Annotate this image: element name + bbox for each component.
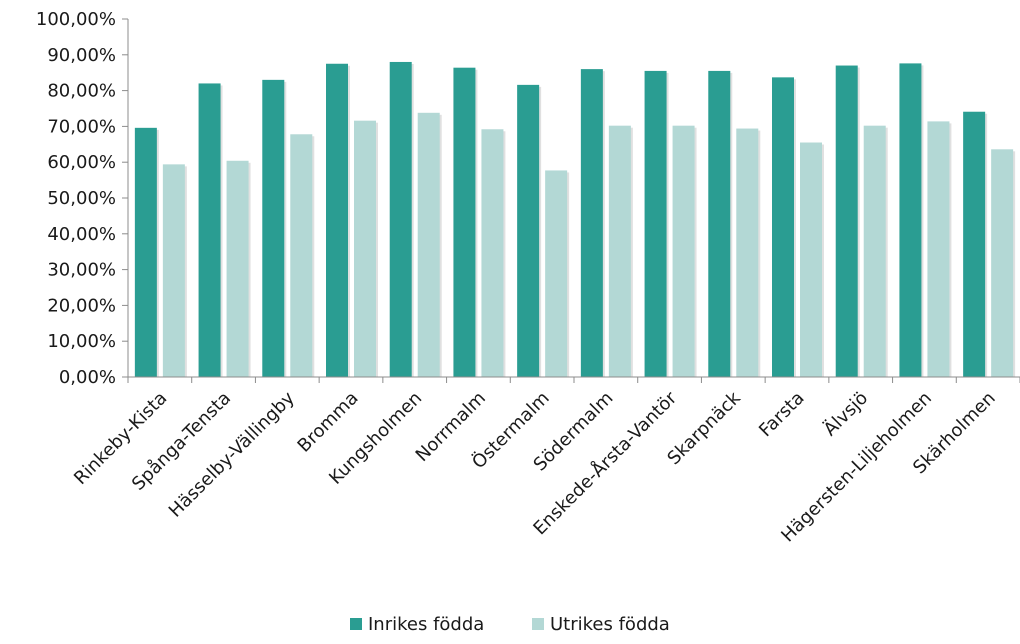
x-category-label: Hässelby-Vällingby [165,387,299,521]
y-tick-label: 20,00% [47,295,116,316]
y-tick-label: 0,00% [59,367,116,388]
y-tick-label: 60,00% [47,152,116,173]
bar-utrikes [417,112,440,378]
y-axis: 0,00% 10,00% 20,00% 30,00% 40,00% 50,00% 60,00… [36,9,129,388]
bar-inrikes [134,127,157,377]
bars [134,61,1016,378]
bar-utrikes [481,129,504,377]
bar-utrikes [672,125,695,378]
bar-utrikes [354,120,376,377]
y-tick-label: 30,00% [47,260,116,281]
legend-label: Inrikes födda [368,614,484,635]
bar-utrikes [162,164,185,377]
bar-inrikes [326,63,348,377]
bar-utrikes [800,142,822,377]
bar-inrikes [198,83,221,377]
bar-inrikes [517,84,540,377]
bar-inrikes [772,77,794,377]
bar-inrikes [389,61,412,378]
x-category-label: Älvsjö [820,388,873,441]
bar-utrikes [927,121,950,377]
y-tick-label: 70,00% [47,116,116,137]
legend-swatch [532,618,544,630]
bar-utrikes [226,160,249,377]
bar-inrikes [644,70,667,377]
bar-inrikes [963,111,986,378]
bar-inrikes [708,70,731,377]
bar-utrikes [863,125,886,378]
y-tick-label: 90,00% [47,45,116,66]
bar-utrikes [736,128,759,377]
bar-inrikes [899,63,922,377]
bar-inrikes [453,67,476,378]
bar-utrikes [545,170,568,377]
y-tick-label: 10,00% [47,331,116,352]
y-tick-label: 80,00% [47,81,116,102]
bar-inrikes [580,69,603,378]
x-category-label: Farsta [755,388,808,441]
bar-utrikes [991,149,1014,377]
legend-swatch [350,618,362,630]
y-tick-label: 50,00% [47,188,116,209]
legend-label: Utrikes födda [550,614,670,635]
bar-utrikes [608,125,631,378]
bar-inrikes [835,65,858,377]
x-axis: Rinkeby-KistaSpånga-TenstaHässelby-Välli… [70,376,1020,546]
y-tick-label: 40,00% [47,224,116,245]
bar-utrikes [290,134,313,377]
y-tick-label: 100,00% [36,9,116,30]
bar-inrikes [262,79,285,378]
legend: Inrikes födda Utrikes födda [350,614,670,635]
